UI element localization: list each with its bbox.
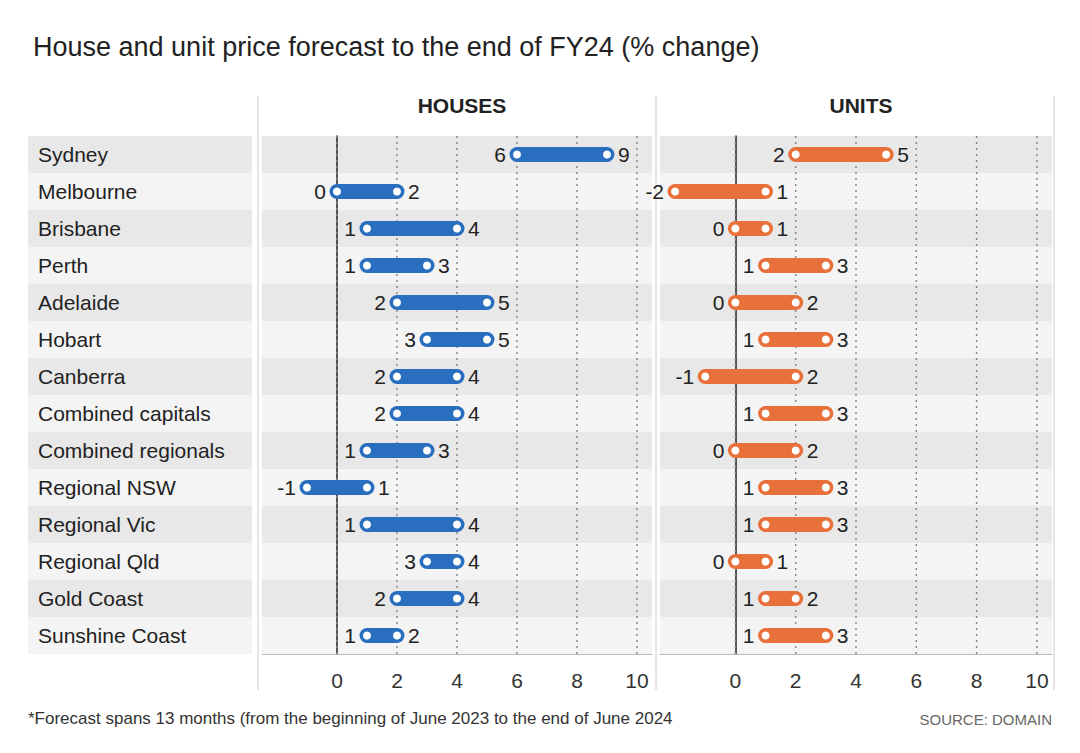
svg-text:Sunshine Coast: Sunshine Coast — [38, 624, 186, 647]
svg-text:Perth: Perth — [38, 254, 88, 277]
svg-text:Canberra: Canberra — [38, 365, 126, 388]
svg-text:-1: -1 — [676, 365, 695, 388]
svg-text:1: 1 — [344, 439, 356, 462]
svg-text:1: 1 — [777, 217, 789, 240]
svg-text:2: 2 — [773, 143, 785, 166]
svg-text:Melbourne: Melbourne — [38, 180, 137, 203]
svg-text:Combined regionals: Combined regionals — [38, 439, 225, 462]
svg-text:8: 8 — [571, 669, 583, 692]
svg-text:3: 3 — [837, 254, 849, 277]
svg-text:1: 1 — [777, 550, 789, 573]
svg-text:1: 1 — [743, 624, 755, 647]
svg-text:UNITS: UNITS — [830, 94, 893, 117]
svg-text:2: 2 — [807, 587, 819, 610]
svg-text:0: 0 — [713, 217, 725, 240]
svg-text:2: 2 — [408, 180, 420, 203]
svg-text:Brisbane: Brisbane — [38, 217, 121, 240]
svg-text:0: 0 — [713, 550, 725, 573]
svg-text:2: 2 — [391, 669, 403, 692]
svg-text:3: 3 — [837, 513, 849, 536]
svg-text:Adelaide: Adelaide — [38, 291, 120, 314]
svg-text:4: 4 — [468, 550, 480, 573]
svg-text:-2: -2 — [645, 180, 664, 203]
svg-text:10: 10 — [1025, 669, 1048, 692]
svg-text:1: 1 — [743, 476, 755, 499]
svg-text:6: 6 — [910, 669, 922, 692]
svg-text:0: 0 — [713, 291, 725, 314]
svg-text:2: 2 — [807, 291, 819, 314]
svg-text:-1: -1 — [277, 476, 296, 499]
svg-text:Hobart: Hobart — [38, 328, 101, 351]
svg-text:1: 1 — [378, 476, 390, 499]
svg-text:3: 3 — [404, 328, 416, 351]
svg-text:4: 4 — [468, 365, 480, 388]
svg-text:10: 10 — [625, 669, 648, 692]
svg-text:2: 2 — [790, 669, 802, 692]
svg-text:3: 3 — [837, 402, 849, 425]
svg-text:1: 1 — [344, 513, 356, 536]
svg-text:2: 2 — [374, 365, 386, 388]
svg-text:9: 9 — [618, 143, 630, 166]
svg-text:Sydney: Sydney — [38, 143, 109, 166]
svg-text:Gold Coast: Gold Coast — [38, 587, 143, 610]
svg-text:3: 3 — [438, 439, 450, 462]
svg-text:SOURCE: DOMAIN: SOURCE: DOMAIN — [919, 711, 1052, 728]
svg-text:0: 0 — [713, 439, 725, 462]
svg-text:8: 8 — [971, 669, 983, 692]
svg-text:4: 4 — [468, 402, 480, 425]
svg-text:3: 3 — [837, 328, 849, 351]
svg-text:2: 2 — [374, 291, 386, 314]
svg-text:Combined capitals: Combined capitals — [38, 402, 211, 425]
svg-text:4: 4 — [468, 513, 480, 536]
svg-text:3: 3 — [404, 550, 416, 573]
svg-text:6: 6 — [511, 669, 523, 692]
svg-text:3: 3 — [438, 254, 450, 277]
svg-text:House and unit price forecast: House and unit price forecast to the end… — [33, 32, 759, 62]
svg-text:3: 3 — [837, 624, 849, 647]
svg-text:2: 2 — [374, 402, 386, 425]
svg-text:1: 1 — [743, 513, 755, 536]
svg-text:2: 2 — [374, 587, 386, 610]
svg-text:HOUSES: HOUSES — [418, 94, 507, 117]
svg-text:1: 1 — [743, 254, 755, 277]
svg-text:Regional Qld: Regional Qld — [38, 550, 159, 573]
svg-text:1: 1 — [344, 254, 356, 277]
svg-text:1: 1 — [344, 217, 356, 240]
svg-text:5: 5 — [498, 291, 510, 314]
svg-text:4: 4 — [468, 217, 480, 240]
svg-text:4: 4 — [850, 669, 862, 692]
svg-text:4: 4 — [451, 669, 463, 692]
svg-text:1: 1 — [777, 180, 789, 203]
svg-text:0: 0 — [331, 669, 343, 692]
svg-text:5: 5 — [897, 143, 909, 166]
svg-text:Regional NSW: Regional NSW — [38, 476, 176, 499]
svg-text:5: 5 — [498, 328, 510, 351]
svg-text:0: 0 — [730, 669, 742, 692]
svg-text:1: 1 — [743, 328, 755, 351]
svg-text:1: 1 — [344, 624, 356, 647]
svg-text:2: 2 — [408, 624, 420, 647]
svg-text:1: 1 — [743, 402, 755, 425]
svg-text:Regional Vic: Regional Vic — [38, 513, 156, 536]
svg-text:3: 3 — [837, 476, 849, 499]
svg-text:0: 0 — [314, 180, 326, 203]
svg-text:2: 2 — [807, 439, 819, 462]
svg-text:4: 4 — [468, 587, 480, 610]
svg-text:2: 2 — [807, 365, 819, 388]
svg-text:1: 1 — [743, 587, 755, 610]
svg-text:6: 6 — [494, 143, 506, 166]
svg-text:*Forecast spans 13 months (fro: *Forecast spans 13 months (from the begi… — [28, 709, 673, 728]
